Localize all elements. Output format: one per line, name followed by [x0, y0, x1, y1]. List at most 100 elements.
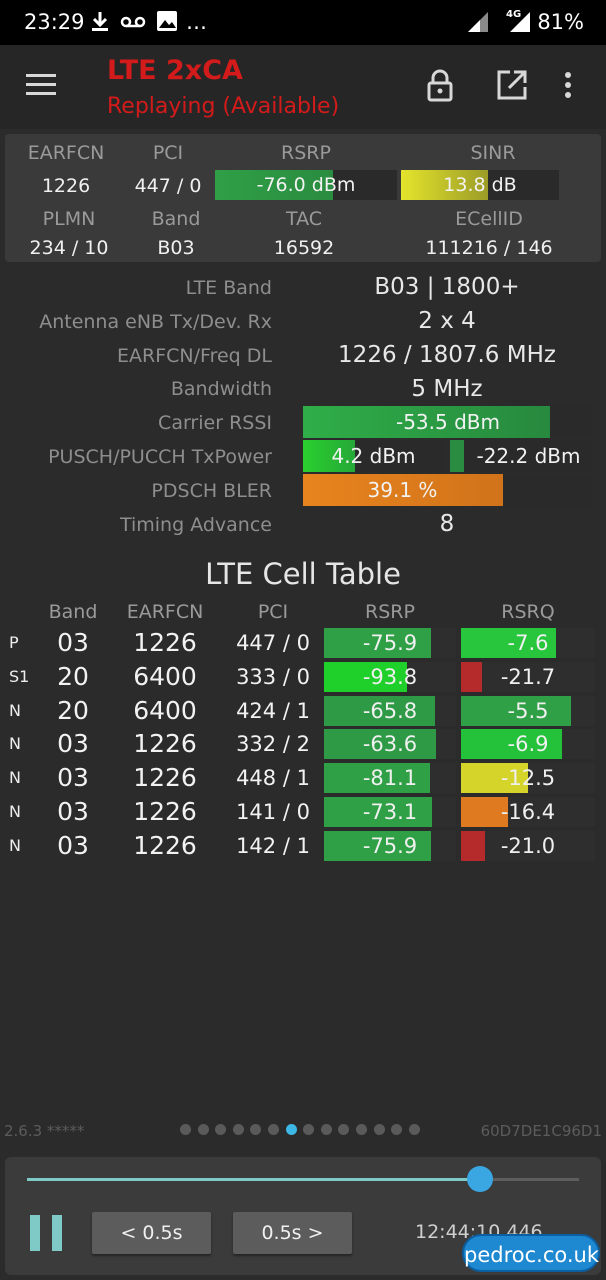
cell-type: N	[9, 768, 21, 787]
cell-rsrp-bar-fill	[324, 662, 408, 692]
rsrp-bar-fill	[215, 170, 334, 200]
carrier-rssi-value: -53.5 dBm	[395, 410, 500, 434]
cell-earfcn: 1226	[133, 831, 197, 860]
cell-rsrp-bar-fill	[324, 763, 430, 793]
pucch-power-bar: -22.2 dBm	[450, 440, 593, 472]
page-dot[interactable]	[303, 1124, 315, 1135]
seek-bar[interactable]	[27, 1166, 579, 1192]
earfcn-freq-value: 1226 / 1807.6 MHz	[338, 342, 556, 368]
cell-rsrp-bar: -63.6	[324, 729, 456, 759]
cell-pci: 142 / 1	[236, 834, 310, 858]
image-icon	[156, 10, 178, 37]
page-dot[interactable]	[373, 1124, 385, 1135]
app-title: LTE 2xCA	[107, 55, 243, 86]
rsrq-column-header: RSRQ	[501, 601, 555, 623]
cell-rsrp-bar: -93.8	[324, 662, 456, 692]
signal-4g-icon	[508, 11, 532, 33]
page-dot[interactable]	[250, 1124, 262, 1135]
cell-rsrq-bar: -16.4	[461, 797, 595, 827]
cell-rsrq-bar-value: -5.5	[507, 699, 549, 723]
carrier-rssi-label: Carrier RSSI	[158, 412, 272, 434]
cell-pci: 424 / 1	[236, 699, 310, 723]
ecellid-value: 111216 / 146	[425, 237, 553, 259]
cell-band: 03	[57, 628, 89, 657]
page-dot[interactable]	[197, 1124, 209, 1135]
plmn-value: 234 / 10	[29, 237, 109, 259]
cell-earfcn: 6400	[133, 696, 197, 725]
cell-earfcn: 1226	[133, 797, 197, 826]
page-dot[interactable]	[232, 1124, 244, 1135]
pci-value: 447 / 0	[134, 175, 202, 197]
table-row: N 03 1226 142 / 1 -75.9 -21.0	[0, 830, 606, 864]
cell-earfcn: 6400	[133, 662, 197, 691]
cell-type: N	[9, 802, 21, 821]
download-icon	[90, 10, 110, 37]
pdsch-bler-bar: 39.1 %	[303, 474, 593, 506]
rsrp-value: -76.0 dBm	[256, 174, 356, 196]
page-dot[interactable]	[180, 1124, 191, 1135]
cell-rsrq-bar-value: -7.6	[507, 631, 549, 655]
step-forward-button[interactable]: 0.5s >	[233, 1212, 352, 1254]
page-dot[interactable]	[408, 1124, 420, 1135]
sinr-bar-fill	[401, 170, 488, 200]
lock-icon[interactable]	[422, 67, 458, 103]
pause-icon[interactable]	[30, 1215, 64, 1251]
cell-rsrp-bar-value: -81.1	[362, 766, 418, 790]
signal-icon	[466, 11, 490, 33]
sinr-header: SINR	[470, 142, 516, 164]
seek-bar-progress	[27, 1178, 480, 1181]
cell-earfcn: 1226	[133, 729, 197, 758]
page-dot[interactable]	[356, 1124, 367, 1135]
cell-type: N	[9, 701, 21, 720]
device-id: 60D7DE1C96D1	[480, 1122, 602, 1140]
pucch-power-bar-fill	[450, 440, 465, 472]
pdsch-bler-label: PDSCH BLER	[151, 480, 272, 502]
band-column-header: Band	[48, 601, 98, 623]
cell-rsrq-bar-fill	[461, 729, 562, 759]
carrier-rssi-bar: -53.5 dBm	[303, 406, 593, 438]
voicemail-icon	[120, 10, 146, 37]
summary-card: EARFCN PCI RSRP SINR 1226 447 / 0 -76.0 …	[5, 134, 601, 262]
lte-band-label: LTE Band	[185, 277, 272, 299]
cell-rsrq-bar-fill	[461, 797, 508, 827]
page-dot[interactable]	[268, 1124, 279, 1135]
cell-earfcn: 1226	[133, 628, 197, 657]
table-row: N 03 1226 141 / 0 -73.1 -16.4	[0, 796, 606, 830]
cell-band: 03	[57, 763, 89, 792]
menu-icon[interactable]	[26, 74, 56, 96]
step-back-button[interactable]: < 0.5s	[92, 1212, 211, 1254]
carrier-rssi-bar-fill	[303, 406, 550, 438]
page-dot[interactable]	[215, 1124, 227, 1135]
battery-level: 81%	[537, 10, 584, 34]
cell-rsrq-bar-fill	[461, 628, 557, 658]
pusch-power-bar: 4.2 dBm	[303, 440, 444, 472]
table-row: S1 20 6400 333 / 0 -93.8 -21.7	[0, 661, 606, 695]
band-header: Band	[151, 208, 201, 230]
page-dot[interactable]	[320, 1124, 332, 1135]
earfcn-freq-label: EARFCN/Freq DL	[117, 345, 272, 367]
page-dot[interactable]	[391, 1124, 403, 1135]
cell-table-title: LTE Cell Table	[205, 557, 401, 591]
cell-rsrp-bar-value: -73.1	[362, 800, 418, 824]
rsrp-header: RSRP	[281, 142, 331, 164]
cell-rsrp-bar-fill	[324, 797, 433, 827]
seek-thumb[interactable]	[466, 1166, 493, 1192]
more-vert-icon[interactable]	[556, 67, 580, 103]
lte-band-value: B03 | 1800+	[374, 274, 520, 300]
bandwidth-label: Bandwidth	[170, 378, 272, 400]
pci-header: PCI	[152, 142, 184, 164]
antenna-label: Antenna eNB Tx/Dev. Rx	[39, 311, 272, 333]
cell-rsrq-bar-fill	[461, 662, 483, 692]
cell-rsrp-bar: -65.8	[324, 696, 456, 726]
page-dot[interactable]	[285, 1124, 297, 1135]
more-notifications-icon: …	[186, 10, 207, 34]
cell-type: P	[9, 633, 19, 652]
tx-power-label: PUSCH/PUCCH TxPower	[48, 446, 272, 468]
network-type-label: 4G	[506, 9, 522, 20]
cell-rsrp-bar: -75.9	[324, 628, 456, 658]
page-dot[interactable]	[338, 1124, 350, 1135]
rsrp-column-header: RSRP	[365, 601, 415, 623]
open-external-icon[interactable]	[494, 67, 530, 103]
timing-advance-value: 8	[439, 511, 455, 537]
table-row: N 03 1226 332 / 2 -63.6 -6.9	[0, 728, 606, 762]
